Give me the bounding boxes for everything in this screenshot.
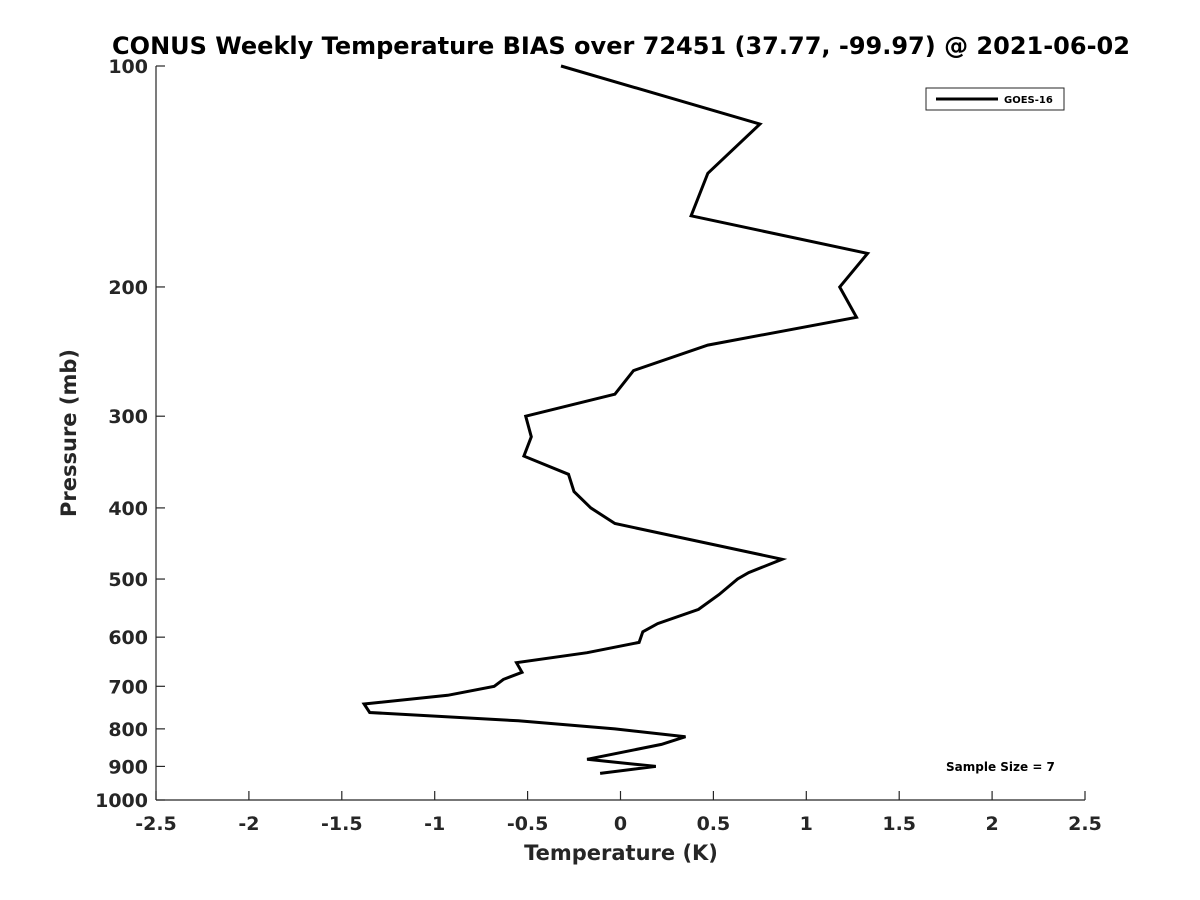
plot-area: -2.5 -2 -1.5 -1 -0.5 0 0.5 1 1.5 2 2.5 100 200 300 40… <box>95 56 1102 835</box>
series-line-goes-16 <box>361 64 871 775</box>
x-tick-label: -2.5 <box>135 813 177 835</box>
x-tick-label: 2 <box>985 813 998 835</box>
y-tick-label: 500 <box>108 569 148 591</box>
y-ticks: 100 200 300 400 500 600 700 800 900 1000 <box>95 56 165 812</box>
legend: GOES-16 <box>925 87 1065 111</box>
y-tick-label: 600 <box>108 627 148 649</box>
chart-title: CONUS Weekly Temperature BIAS over 72451… <box>112 32 1130 60</box>
y-tick-label: 300 <box>108 406 148 428</box>
legend-entry-goes-16: GOES-16 <box>1004 95 1053 106</box>
y-tick-label: 400 <box>108 498 148 520</box>
x-tick-label: 2.5 <box>1068 813 1102 835</box>
y-tick-label: 100 <box>108 56 148 78</box>
x-axis-label: Temperature (K) <box>524 841 718 865</box>
x-tick-label: 1 <box>800 813 813 835</box>
x-tick-label: -1 <box>424 813 445 835</box>
x-tick-label: -1.5 <box>321 813 363 835</box>
x-tick-label: 0.5 <box>697 813 731 835</box>
y-tick-label: 700 <box>108 676 148 698</box>
x-tick-label: -0.5 <box>507 813 549 835</box>
y-tick-label: 800 <box>108 719 148 741</box>
x-tick-label: 0 <box>614 813 627 835</box>
y-axis-label: Pressure (mb) <box>57 349 81 517</box>
y-tick-label: 900 <box>108 756 148 778</box>
sample-size-annotation: Sample Size = 7 <box>946 760 1055 774</box>
x-tick-label: 1.5 <box>882 813 916 835</box>
x-tick-label: -2 <box>238 813 259 835</box>
y-tick-label: 1000 <box>95 790 148 812</box>
y-tick-label: 200 <box>108 277 148 299</box>
x-ticks: -2.5 -2 -1.5 -1 -0.5 0 0.5 1 1.5 2 2.5 <box>135 791 1102 835</box>
